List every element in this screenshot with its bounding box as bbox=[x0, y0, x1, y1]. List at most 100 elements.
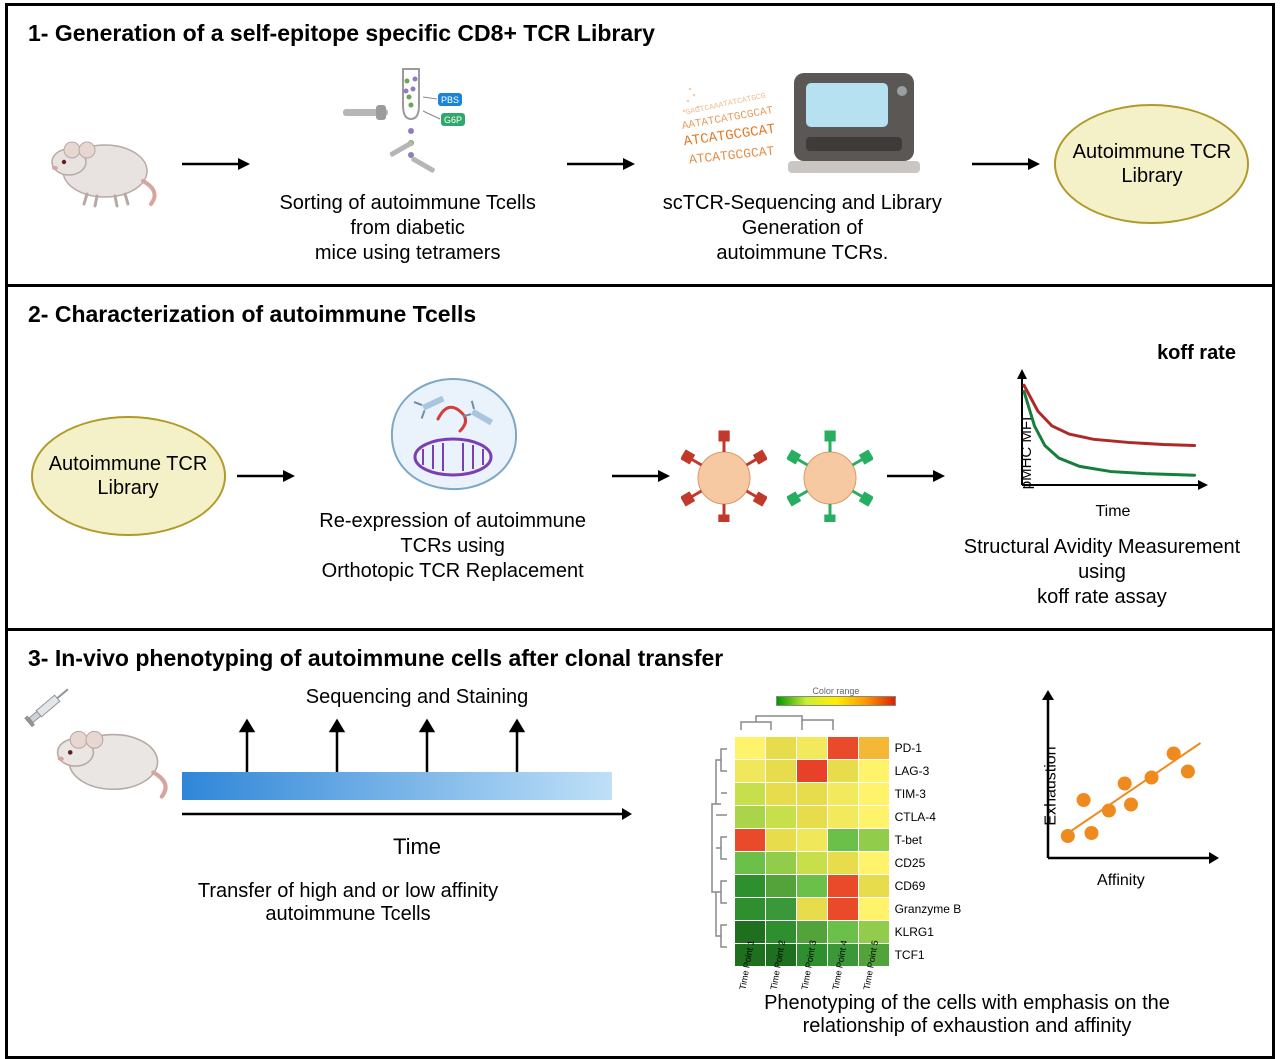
arrow-icon bbox=[970, 154, 1040, 174]
heatmap-cell bbox=[859, 898, 889, 920]
colorbar-label: Color range bbox=[711, 686, 962, 696]
panel-2-row: Autoimmune TCR Library Re-expression of … bbox=[28, 342, 1252, 610]
heatmap-cell bbox=[797, 875, 827, 897]
colorbar bbox=[776, 696, 896, 706]
figure-container: 1- Generation of a self-epitope specific… bbox=[5, 3, 1275, 1059]
heatmap-cell bbox=[735, 875, 765, 897]
koff-plot: pMHC MFI Time bbox=[992, 365, 1212, 525]
phenotype-caption: Phenotyping of the cells with emphasis o… bbox=[682, 992, 1252, 1038]
heatmap-cell bbox=[828, 829, 858, 851]
heatmap-cell bbox=[766, 898, 796, 920]
panel-3-row: Sequencing and Staining bbox=[28, 686, 1252, 1038]
heatmap-cell bbox=[828, 852, 858, 874]
panel-1-title: 1- Generation of a self-epitope specific… bbox=[28, 20, 1252, 47]
heatmap-cell bbox=[859, 760, 889, 782]
heatmap-cell bbox=[735, 829, 765, 851]
koff-ylabel: pMHC MFI bbox=[1018, 417, 1035, 490]
koff-chart-item: koff rate pMHC MFI Time Structural Avidi… bbox=[952, 342, 1252, 610]
arrow-icon bbox=[180, 154, 250, 174]
heatmap-cell bbox=[735, 852, 765, 874]
tcr-library-ellipse: Autoimmune TCR Library bbox=[31, 416, 226, 536]
heatmap-cell bbox=[859, 737, 889, 759]
scatter-plot: Exhaustion Affinity bbox=[1018, 686, 1223, 886]
heatmap-cell bbox=[797, 783, 827, 805]
heatmap-cell bbox=[859, 783, 889, 805]
heatmap-cell bbox=[797, 806, 827, 828]
heatmap-row-label: CD69 bbox=[895, 875, 962, 897]
heatmap-cell bbox=[828, 898, 858, 920]
tcell-green-icon bbox=[787, 430, 873, 522]
heatmap-cell bbox=[766, 737, 796, 759]
time-label: Time bbox=[182, 834, 652, 860]
arrow-icon bbox=[565, 154, 635, 174]
mouse-item bbox=[28, 116, 168, 211]
heatmap-cell bbox=[859, 852, 889, 874]
heatmap-cell bbox=[735, 783, 765, 805]
arrow-icon bbox=[235, 466, 295, 486]
dendrogram-top-icon bbox=[711, 710, 866, 732]
timeline-icon bbox=[182, 717, 652, 827]
heatmap-row-label: TIM-3 bbox=[895, 783, 962, 805]
heatmap-cell bbox=[735, 760, 765, 782]
heatmap-grid bbox=[735, 737, 889, 966]
heatmap-cell bbox=[828, 875, 858, 897]
heatmap-col-labels: Time Point 1Time Point 2Time Point 3Time… bbox=[730, 970, 962, 980]
heatmap-cell bbox=[766, 829, 796, 851]
tcell-pair-item bbox=[677, 430, 877, 522]
heatmap-cell bbox=[797, 898, 827, 920]
heatmap-cell bbox=[859, 806, 889, 828]
phenotype-block: Color range bbox=[682, 686, 1252, 1038]
heatmap-row-label: KLRG1 bbox=[895, 921, 962, 943]
heatmap-area: Color range bbox=[711, 686, 962, 980]
dendrogram-left-icon bbox=[711, 737, 729, 959]
scatter-xlabel: Affinity bbox=[1097, 872, 1145, 890]
mouse-icon bbox=[33, 116, 163, 211]
tcr-library-label: Autoimmune TCR Library bbox=[1073, 140, 1232, 188]
koff-caption: Structural Avidity Measurement using kof… bbox=[952, 535, 1252, 610]
heatmap-cell bbox=[766, 806, 796, 828]
koff-title: koff rate bbox=[1157, 342, 1236, 365]
panel-1: 1- Generation of a self-epitope specific… bbox=[8, 6, 1272, 287]
svg-text:PBS: PBS bbox=[441, 95, 459, 105]
heatmap-row-label: Granzyme B bbox=[895, 898, 962, 920]
heatmap-row-label: TCF1 bbox=[895, 944, 962, 966]
tetramer-sort-caption: Sorting of autoimmune Tcells from diabet… bbox=[263, 191, 553, 266]
tcr-replace-caption: Re-expression of autoimmune TCRs using O… bbox=[303, 509, 603, 584]
heatmap-cell bbox=[797, 737, 827, 759]
heatmap-cell bbox=[735, 898, 765, 920]
heatmap-cell bbox=[797, 829, 827, 851]
heatmap-cell bbox=[766, 852, 796, 874]
cell-diagram-icon bbox=[378, 369, 528, 499]
tcr-library-item: Autoimmune TCR Library bbox=[1052, 104, 1252, 224]
heatmap-cell bbox=[828, 783, 858, 805]
timeline-block: Sequencing and Staining bbox=[28, 686, 668, 926]
tetramer-sort-item: PBS G6P Sorting of autoimmune Tcells fro… bbox=[263, 61, 553, 266]
sequencer-icon bbox=[784, 61, 929, 181]
timeline-label: Sequencing and Staining bbox=[182, 686, 652, 709]
heatmap-cell bbox=[828, 806, 858, 828]
koff-xlabel: Time bbox=[1095, 503, 1130, 521]
scatter-ylabel: Exhaustion bbox=[1043, 746, 1061, 825]
svg-text:G6P: G6P bbox=[444, 115, 462, 125]
tetramer-sort-icon: PBS G6P bbox=[323, 61, 493, 181]
tcr-library-ellipse: Autoimmune TCR Library bbox=[1054, 104, 1249, 224]
heatmap-cell bbox=[766, 875, 796, 897]
sequencer-caption: scTCR-Sequencing and Library Generation … bbox=[647, 191, 957, 266]
panel-1-row: PBS G6P Sorting of autoimmune Tcells fro… bbox=[28, 61, 1252, 266]
heatmap-row-label: CTLA-4 bbox=[895, 806, 962, 828]
heatmap-cell bbox=[797, 760, 827, 782]
heatmap-cell bbox=[828, 737, 858, 759]
heatmap-cell bbox=[797, 852, 827, 874]
tcr-library-item-2: Autoimmune TCR Library bbox=[28, 416, 228, 536]
panel-2: 2- Characterization of autoimmune Tcells… bbox=[8, 287, 1272, 631]
heatmap-row-label: T-bet bbox=[895, 829, 962, 851]
tcr-replace-item: Re-expression of autoimmune TCRs using O… bbox=[303, 369, 603, 584]
heatmap-cell bbox=[828, 760, 858, 782]
tcell-red-icon bbox=[681, 430, 767, 522]
heatmap-cell bbox=[735, 737, 765, 759]
heatmap-row-label: PD-1 bbox=[895, 737, 962, 759]
panel-2-title: 2- Characterization of autoimmune Tcells bbox=[28, 301, 1252, 328]
transfer-caption: Transfer of high and or low affinity aut… bbox=[28, 880, 668, 926]
heatmap-cell bbox=[859, 875, 889, 897]
panel-3-title: 3- In-vivo phenotyping of autoimmune cel… bbox=[28, 645, 1252, 672]
